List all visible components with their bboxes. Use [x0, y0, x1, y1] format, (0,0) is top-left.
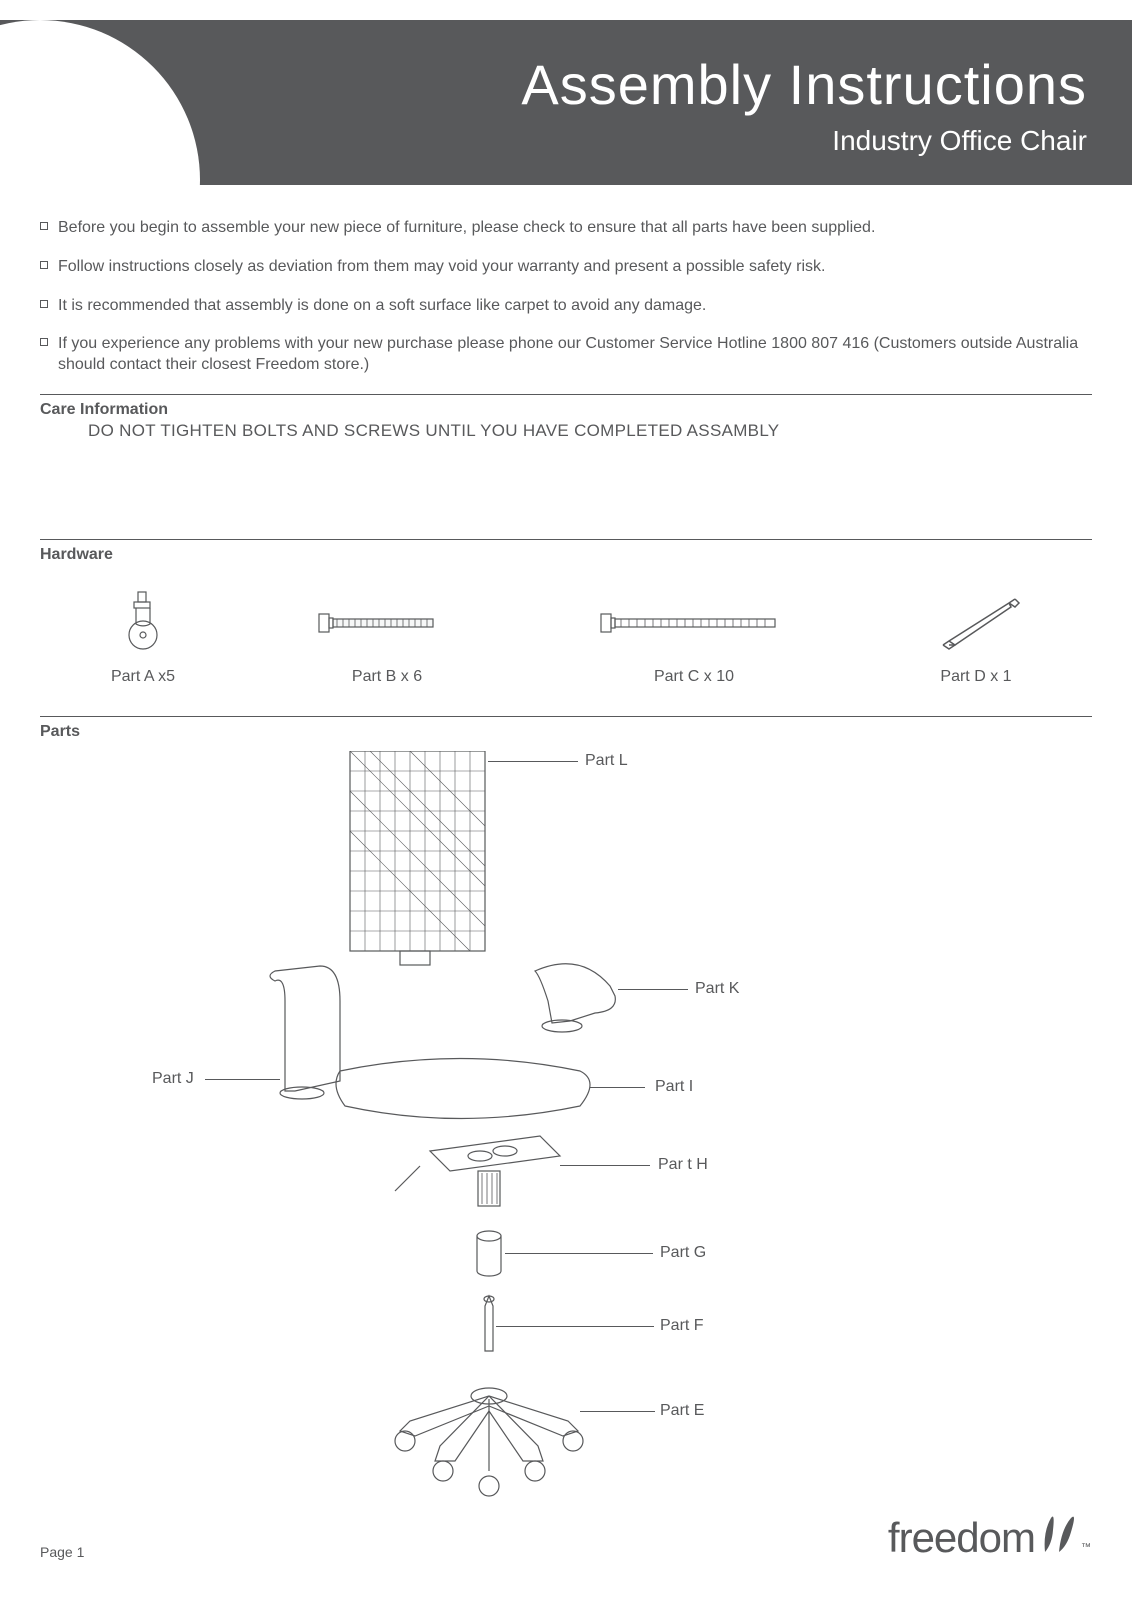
hardware-item: Part D x 1	[931, 588, 1021, 686]
hardware-row: Part A x5 Part B x 6	[40, 588, 1092, 686]
care-text: DO NOT TIGHTEN BOLTS AND SCREWS UNTIL YO…	[88, 421, 1092, 441]
bullet-item: If you experience any problems with your…	[40, 334, 1092, 376]
leader-line	[618, 989, 688, 990]
hardware-label: Part B x 6	[317, 668, 457, 686]
hardware-item: Part A x5	[111, 588, 175, 686]
hardware-label: Part A x5	[111, 668, 175, 686]
divider	[40, 716, 1092, 717]
short-bolt-icon	[317, 588, 457, 658]
care-heading: Care Information	[40, 401, 1092, 419]
divider	[40, 394, 1092, 395]
hardware-label: Part D x 1	[931, 668, 1021, 686]
leader-line	[560, 1165, 650, 1166]
long-bolt-icon	[599, 588, 789, 658]
logo-mark-icon	[1039, 1512, 1079, 1564]
leader-line	[488, 761, 578, 762]
part-label-L: Part L	[585, 752, 628, 770]
intro-bullet-list: Before you begin to assemble your new pi…	[40, 218, 1092, 376]
bullet-marker-icon	[40, 300, 48, 308]
brand-logo: freedom ™	[888, 1512, 1090, 1564]
leader-line	[505, 1253, 653, 1254]
bullet-text: Follow instructions closely as deviation…	[58, 257, 825, 278]
part-label-E: Part E	[660, 1402, 704, 1420]
content-area: Before you begin to assemble your new pi…	[40, 210, 1092, 1501]
bullet-text: It is recommended that assembly is done …	[58, 296, 706, 317]
divider	[40, 539, 1092, 540]
part-label-F: Part F	[660, 1317, 704, 1335]
parts-diagram: Part L Part K Part J Part I Par t H Part…	[40, 751, 1092, 1501]
part-label-G: Part G	[660, 1244, 706, 1262]
leader-line	[580, 1411, 655, 1412]
hardware-item: Part C x 10	[599, 588, 789, 686]
bullet-marker-icon	[40, 222, 48, 230]
part-label-I: Part I	[655, 1078, 693, 1096]
bullet-item: Before you begin to assemble your new pi…	[40, 218, 1092, 239]
page-title: Assembly Instructions	[521, 52, 1087, 117]
hardware-item: Part B x 6	[317, 588, 457, 686]
parts-heading: Parts	[40, 723, 1092, 741]
part-label-H: Par t H	[658, 1156, 708, 1174]
hardware-heading: Hardware	[40, 546, 1092, 564]
leader-line	[590, 1087, 645, 1088]
trademark-icon: ™	[1081, 1542, 1090, 1553]
leader-line	[205, 1079, 280, 1080]
caster-icon	[111, 588, 175, 658]
bullet-marker-icon	[40, 338, 48, 346]
chair-exploded-icon	[40, 751, 1092, 1501]
page-subtitle: Industry Office Chair	[832, 125, 1087, 157]
bullet-text: Before you begin to assemble your new pi…	[58, 218, 875, 239]
part-label-J: Part J	[152, 1070, 194, 1088]
bullet-text: If you experience any problems with your…	[58, 334, 1092, 376]
leader-line	[496, 1326, 654, 1327]
part-label-K: Part K	[695, 980, 739, 998]
bullet-item: Follow instructions closely as deviation…	[40, 257, 1092, 278]
allen-key-icon	[931, 588, 1021, 658]
page-number: Page 1	[40, 1544, 84, 1560]
hardware-label: Part C x 10	[599, 668, 789, 686]
bullet-marker-icon	[40, 261, 48, 269]
bullet-item: It is recommended that assembly is done …	[40, 296, 1092, 317]
logo-text: freedom	[888, 1514, 1035, 1562]
